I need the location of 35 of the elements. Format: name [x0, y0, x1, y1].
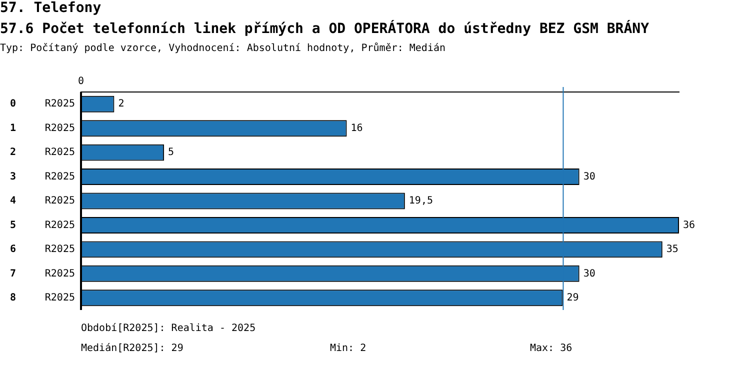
text: R2025: [44, 244, 75, 256]
text: R2025: [44, 171, 75, 182]
y-tick-label: 5: [10, 220, 16, 231]
text: Typ: Počítaný podle vzorce, Vyhodnocení: Absolutní hodnoty, Průměr: Medián: [0, 43, 446, 54]
text: R2025: [44, 292, 75, 304]
y-tick-label: 0: [10, 98, 16, 110]
text: 0: [78, 76, 84, 87]
data-label: 5: [168, 147, 174, 158]
text: Max: 36: [530, 343, 572, 354]
data-label: 19,5: [408, 196, 434, 207]
y-tick-label: 8: [10, 292, 16, 304]
text: R2025: [44, 196, 75, 207]
y-tick-label: 3: [10, 171, 16, 182]
data-label: 30: [583, 171, 596, 182]
y-tick-label: 4: [10, 196, 16, 207]
data-label: 16: [350, 122, 363, 134]
data-label: 29: [566, 292, 579, 304]
series-label: R2025: [44, 98, 75, 110]
text: Období[R2025]: Realita - 2025: [81, 323, 256, 334]
text: R2025: [44, 268, 75, 280]
chart-subtitle: 57.6 Počet telefonních linek přímých a OD OPERÁTORA do ústředny BEZ GSM BRÁNY: [0, 21, 650, 37]
text: Min: 2: [330, 343, 366, 354]
data-label: 36: [683, 220, 696, 231]
data-label: 30: [583, 268, 596, 280]
text: R2025: [44, 122, 75, 134]
data-label: 2: [118, 98, 124, 110]
y-tick-label: 7: [10, 268, 16, 280]
y-tick-label: 6: [10, 244, 16, 256]
text: Medián[R2025]: 29: [81, 343, 184, 354]
y-tick-label: 2: [10, 147, 16, 158]
y-tick-label: 1: [10, 122, 16, 134]
data-label: 35: [666, 244, 678, 256]
text: R2025: [44, 220, 75, 231]
text: R2025: [44, 147, 75, 158]
chart-title: 57. Telefony: [0, 0, 102, 16]
